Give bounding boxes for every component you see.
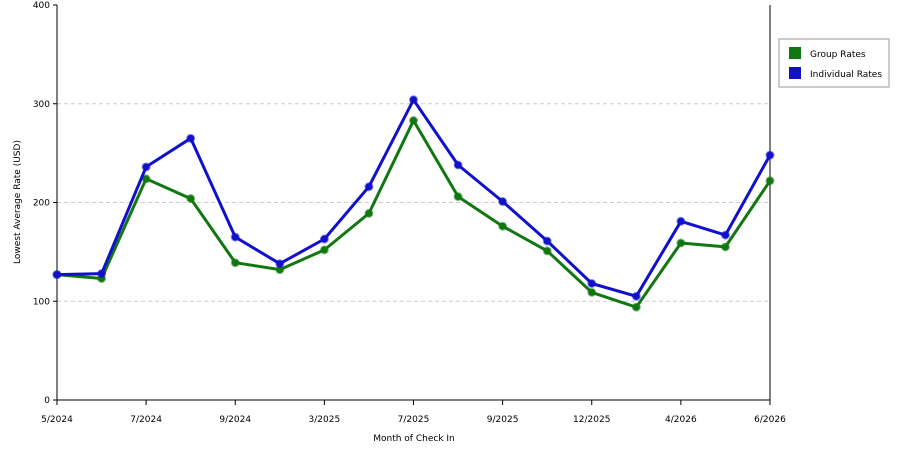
legend: Group Rates Individual Rates bbox=[778, 38, 890, 88]
x-tick-label: 9/2025 bbox=[487, 415, 519, 425]
data-point-group-rates[interactable] bbox=[587, 287, 597, 297]
y-tick-label: 100 bbox=[33, 297, 50, 307]
data-point-group-rates[interactable] bbox=[364, 208, 374, 218]
y-tick-label: 400 bbox=[33, 1, 50, 11]
y-tick-label: 300 bbox=[33, 100, 50, 110]
x-ticks: 5/2024 7/2024 9/2024 3/2025 7/2025 9/2025 12/2… bbox=[41, 400, 786, 425]
legend-swatch-individual-rates bbox=[789, 67, 801, 79]
data-point-group-rates[interactable] bbox=[765, 176, 775, 186]
x-tick-label: 6/2026 bbox=[754, 415, 786, 425]
x-tick-label: 5/2024 bbox=[41, 415, 73, 425]
data-point-individual-rates[interactable] bbox=[587, 278, 597, 288]
data-point-group-rates[interactable] bbox=[720, 242, 730, 252]
data-point-individual-rates[interactable] bbox=[409, 95, 418, 105]
legend-label-group-rates: Group Rates bbox=[810, 50, 866, 60]
data-point-group-rates[interactable] bbox=[676, 238, 686, 248]
y-tick-label: 200 bbox=[33, 199, 50, 209]
series bbox=[52, 95, 775, 312]
series-line-group-rates bbox=[56, 119, 772, 309]
data-point-group-rates[interactable] bbox=[542, 246, 552, 256]
data-point-individual-rates[interactable] bbox=[186, 133, 196, 143]
grid-lines bbox=[57, 103, 770, 302]
data-point-individual-rates[interactable] bbox=[364, 182, 374, 192]
data-point-individual-rates[interactable] bbox=[141, 162, 151, 172]
x-tick-label: 7/2024 bbox=[130, 415, 162, 425]
data-point-individual-rates[interactable] bbox=[631, 291, 641, 301]
legend-label-individual-rates: Individual Rates bbox=[810, 70, 882, 80]
data-point-group-rates[interactable] bbox=[230, 258, 240, 268]
x-axis-title: Month of Check In bbox=[373, 434, 455, 444]
data-point-group-rates[interactable] bbox=[498, 221, 508, 231]
legend-swatch-group-rates bbox=[789, 47, 801, 59]
x-tick-label: 9/2024 bbox=[219, 415, 251, 425]
data-point-individual-rates[interactable] bbox=[498, 197, 508, 207]
data-point-individual-rates[interactable] bbox=[52, 270, 62, 280]
data-point-individual-rates[interactable] bbox=[97, 269, 107, 279]
data-point-individual-rates[interactable] bbox=[453, 160, 463, 170]
data-point-individual-rates[interactable] bbox=[275, 259, 285, 269]
data-point-group-rates[interactable] bbox=[186, 194, 196, 204]
x-tick-label: 4/2026 bbox=[665, 415, 697, 425]
data-point-individual-rates[interactable] bbox=[720, 230, 730, 240]
data-point-group-rates[interactable] bbox=[409, 116, 418, 126]
x-tick-label: 3/2025 bbox=[309, 415, 341, 425]
y-ticks: 0 100 200 300 400 bbox=[33, 1, 57, 406]
data-point-individual-rates[interactable] bbox=[319, 234, 329, 244]
x-tick-label: 12/2025 bbox=[573, 415, 610, 425]
data-point-group-rates[interactable] bbox=[319, 245, 329, 255]
y-tick-label: 0 bbox=[44, 396, 50, 406]
data-point-individual-rates[interactable] bbox=[765, 150, 775, 160]
data-point-individual-rates[interactable] bbox=[676, 216, 686, 226]
y-axis-title: Lowest Average Rate (USD) bbox=[13, 140, 23, 264]
data-point-group-rates[interactable] bbox=[453, 192, 463, 202]
x-tick-label: 7/2025 bbox=[398, 415, 430, 425]
data-point-individual-rates[interactable] bbox=[542, 236, 552, 246]
data-point-individual-rates[interactable] bbox=[230, 232, 240, 242]
data-point-group-rates[interactable] bbox=[631, 302, 641, 312]
